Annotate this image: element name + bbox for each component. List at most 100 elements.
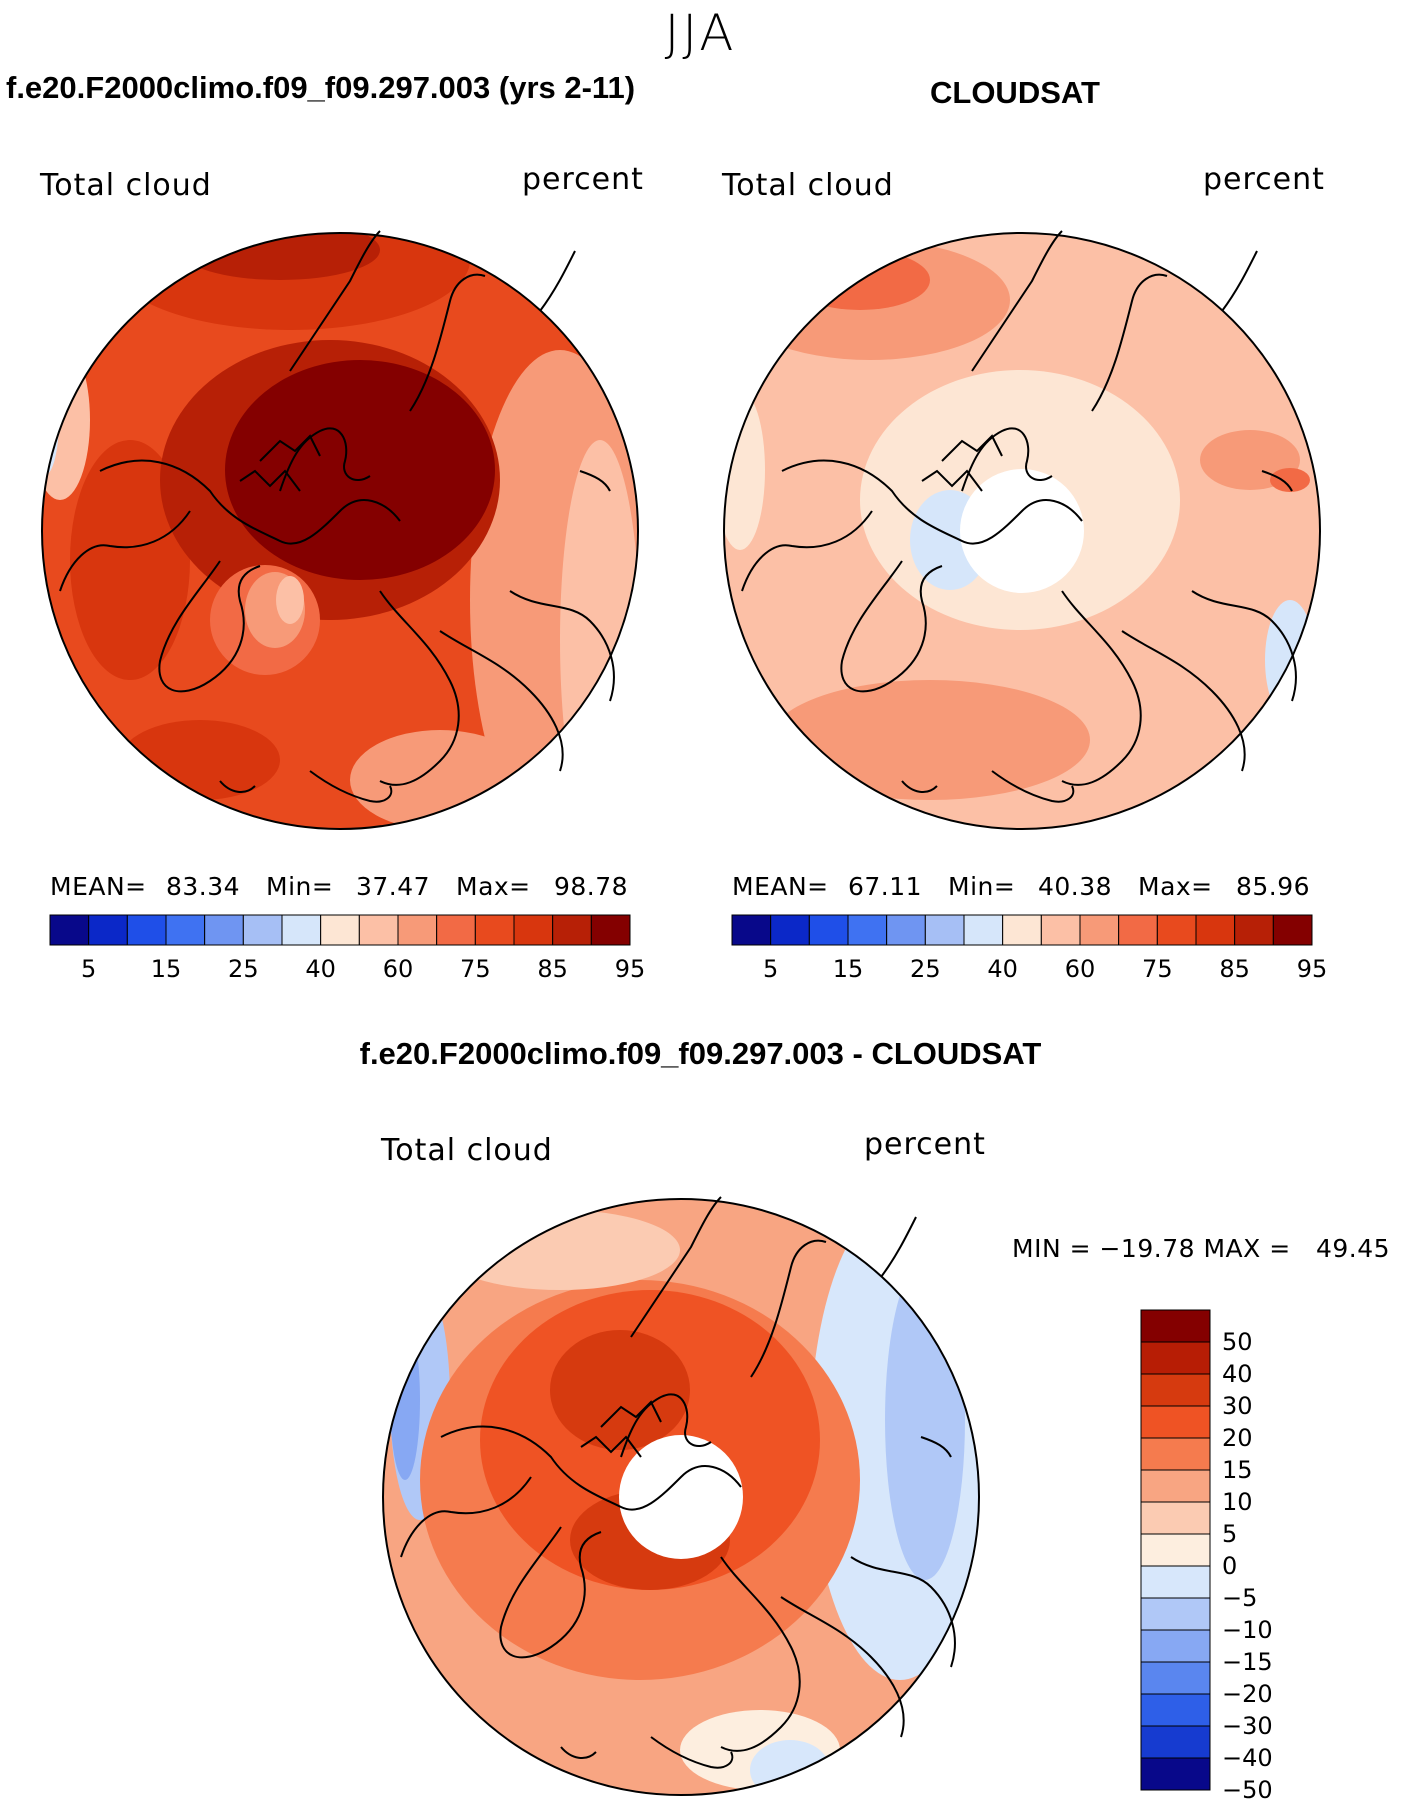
obs-colorbar-swatch	[963, 914, 1004, 946]
difference-colorbar-label: 0	[1222, 1552, 1238, 1580]
difference-colorbar-swatch	[1140, 1693, 1211, 1727]
model-colorbar-swatch	[320, 914, 360, 946]
obs-case-title: CLOUDSAT	[930, 75, 1100, 110]
obs-max-label: Max=	[1138, 872, 1213, 901]
model-variable-label: Total cloud	[40, 168, 212, 203]
obs-colorbar-swatch	[808, 914, 849, 946]
difference-colorbar-swatch	[1140, 1373, 1211, 1407]
difference-colorbar-label: 15	[1222, 1456, 1253, 1484]
model-max-label: Max=	[456, 872, 531, 901]
difference-colorbar-label: 20	[1222, 1424, 1253, 1452]
model-min-label: Min=	[266, 872, 334, 901]
obs-colorbar-swatch	[924, 914, 965, 946]
difference-colorbar-swatch	[1140, 1597, 1211, 1631]
obs-mean-label: MEAN=	[732, 872, 829, 901]
obs-colorbar-swatch	[1118, 914, 1158, 946]
model-colorbar-swatch	[88, 914, 128, 946]
difference-colorbar-swatch	[1140, 1341, 1211, 1375]
difference-colorbar-swatch	[1140, 1629, 1211, 1663]
difference-units-label: percent	[864, 1127, 986, 1162]
model-colorbar-tick: 85	[537, 955, 568, 983]
obs-units-label: percent	[1203, 162, 1325, 197]
difference-colorbar-swatch	[1140, 1565, 1211, 1599]
obs-colorbar-swatch	[1195, 914, 1236, 946]
obs-colorbar-swatch	[1002, 914, 1042, 946]
difference-colorbar-swatch	[1140, 1661, 1211, 1695]
model-colorbar-tick: 75	[460, 955, 491, 983]
difference-colorbar-swatch	[1140, 1469, 1211, 1503]
difference-minmax: MIN = −19.78 MAX = 49.45	[1012, 1234, 1391, 1263]
model-colorbar-swatch	[513, 914, 554, 946]
obs-colorbar-tick: 75	[1142, 955, 1173, 983]
difference-colorbar-label: 5	[1222, 1520, 1238, 1548]
model-map	[42, 233, 638, 829]
season-title: JJA	[664, 4, 737, 62]
difference-colorbar-label: 10	[1222, 1488, 1253, 1516]
obs-colorbar-swatch	[1272, 914, 1313, 946]
model-colorbar-swatch	[436, 914, 476, 946]
difference-variable-label: Total cloud	[381, 1133, 553, 1168]
obs-colorbar-swatch	[770, 914, 810, 946]
model-max-value: 98.78	[554, 872, 629, 901]
obs-colorbar-tick: 5	[763, 955, 779, 983]
model-units-label: percent	[522, 162, 644, 197]
model-colorbar-tick: 25	[228, 955, 259, 983]
obs-colorbar-swatch	[731, 914, 772, 946]
model-mean-label: MEAN=	[50, 872, 147, 901]
model-colorbar-swatch	[126, 914, 167, 946]
model-colorbar-swatch	[281, 914, 322, 946]
difference-colorbar-label: 40	[1222, 1360, 1253, 1388]
obs-colorbar-tick: 85	[1219, 955, 1250, 983]
model-colorbar-swatch	[397, 914, 438, 946]
model-colorbar-swatch	[49, 914, 90, 946]
difference-colorbar-label: −5	[1222, 1584, 1258, 1612]
obs-colorbar-tick: 15	[832, 955, 864, 983]
model-colorbar-swatch	[242, 914, 283, 946]
obs-colorbar-tick: 40	[987, 955, 1018, 983]
model-colorbar-swatch	[552, 914, 592, 946]
difference-case-title: f.e20.F2000climo.f09_f09.297.003 - CLOUD…	[359, 1036, 1042, 1071]
model-colorbar-swatch	[474, 914, 515, 946]
model-colorbar-tick: 60	[382, 955, 414, 983]
model-colorbar-swatch	[358, 914, 399, 946]
difference-colorbar-label: −20	[1222, 1680, 1273, 1708]
model-colorbar-swatch	[590, 914, 631, 946]
difference-colorbar-label: −15	[1222, 1648, 1273, 1676]
difference-colorbar-swatch	[1140, 1309, 1211, 1343]
difference-colorbar-swatch	[1140, 1405, 1211, 1439]
difference-colorbar-swatch	[1140, 1725, 1211, 1759]
difference-colorbar	[1140, 1309, 1211, 1791]
difference-colorbar-swatch	[1140, 1533, 1211, 1567]
difference-colorbar-swatch	[1140, 1501, 1211, 1535]
obs-colorbar	[731, 914, 1313, 946]
difference-colorbar-swatch	[1140, 1757, 1211, 1791]
obs-max-value: 85.96	[1236, 872, 1311, 901]
model-colorbar-tick: 95	[614, 955, 646, 983]
model-min-value: 37.47	[356, 872, 431, 901]
obs-colorbar-tick: 95	[1296, 955, 1328, 983]
obs-colorbar-swatch	[1156, 914, 1197, 946]
difference-colorbar-swatch	[1140, 1437, 1211, 1471]
model-colorbar	[49, 914, 631, 946]
obs-min-value: 40.38	[1038, 872, 1113, 901]
difference-colorbar-label: −40	[1222, 1744, 1273, 1772]
difference-colorbar-label: −50	[1222, 1776, 1273, 1804]
obs-colorbar-swatch	[1079, 914, 1120, 946]
model-colorbar-swatch	[165, 914, 206, 946]
difference-colorbar-label: 30	[1222, 1392, 1253, 1420]
obs-colorbar-tick: 60	[1064, 955, 1096, 983]
model-colorbar-swatch	[204, 914, 244, 946]
model-colorbar-tick: 15	[150, 955, 182, 983]
difference-colorbar-label: −30	[1222, 1712, 1273, 1740]
obs-colorbar-swatch	[886, 914, 926, 946]
obs-colorbar-swatch	[1040, 914, 1081, 946]
obs-mean-value: 67.11	[848, 872, 923, 901]
obs-min-label: Min=	[948, 872, 1016, 901]
obs-colorbar-swatch	[1234, 914, 1274, 946]
obs-variable-label: Total cloud	[722, 168, 894, 203]
model-mean-value: 83.34	[166, 872, 241, 901]
difference-colorbar-label: 50	[1222, 1328, 1253, 1356]
difference-colorbar-label: −10	[1222, 1616, 1273, 1644]
model-case-title: f.e20.F2000climo.f09_f09.297.003 (yrs 2-…	[6, 70, 636, 105]
